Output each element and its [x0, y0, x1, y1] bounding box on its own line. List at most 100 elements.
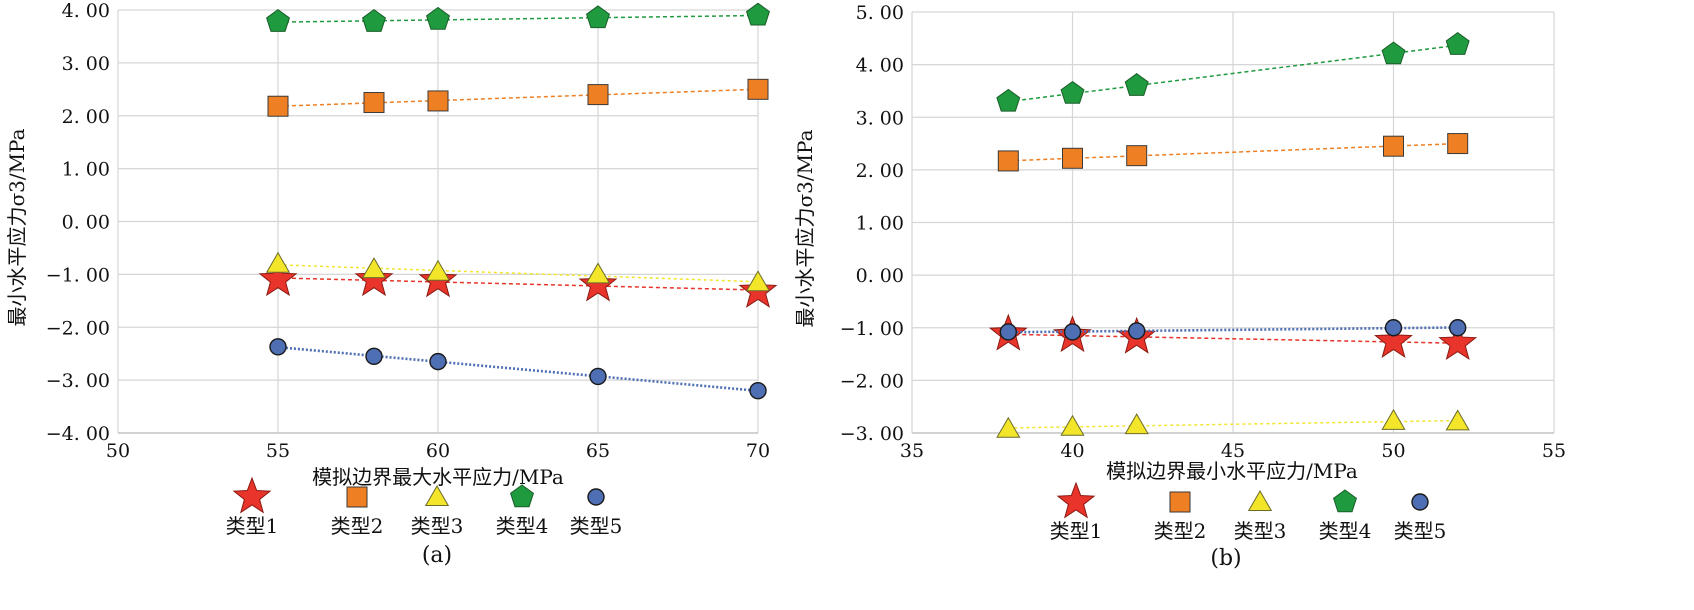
series-triangle [265, 251, 771, 292]
trend-line [1008, 326, 1458, 334]
legend-label: 类型4 [496, 514, 549, 538]
trend-line [277, 345, 759, 393]
legend-label: 类型2 [1154, 519, 1207, 543]
y-tick-label: 2. 00 [62, 106, 110, 128]
y-tick-label: 4. 00 [62, 0, 110, 22]
data-point-triangle [361, 257, 387, 279]
x-tick-label: 70 [746, 440, 770, 462]
data-point-triangle [1381, 408, 1406, 430]
legend-label: 类型2 [331, 514, 384, 538]
data-point-square [587, 84, 609, 106]
data-point-pentagon [996, 88, 1021, 112]
data-point-square [267, 95, 289, 117]
data-point-pentagon [746, 2, 770, 26]
trend-line [1008, 44, 1458, 103]
legend-label: 类型5 [1394, 519, 1447, 543]
data-point-star [258, 259, 298, 297]
data-point-triangle [745, 270, 771, 292]
trend-line [277, 264, 759, 283]
data-point-circle [999, 323, 1017, 341]
legend-marker-star [1056, 481, 1096, 519]
y-tick-label: 0. 00 [856, 265, 904, 287]
y-tick-label: 3. 00 [856, 107, 904, 129]
data-point-pentagon [362, 9, 386, 32]
panel-label: (a) [422, 543, 452, 568]
y-tick-label: 1. 00 [62, 159, 110, 181]
legend-marker-pentagon [510, 484, 534, 508]
x-tick-label: 65 [586, 440, 610, 462]
data-point-pentagon [1060, 80, 1085, 104]
series-circle [999, 319, 1467, 341]
data-point-triangle [265, 251, 291, 273]
data-point-triangle [1124, 413, 1149, 435]
legend-marker-square [1169, 491, 1191, 513]
legend-marker-triangle [424, 485, 450, 506]
data-point-square [427, 90, 449, 112]
legend-marker-star [232, 476, 272, 514]
data-point-square [363, 92, 385, 114]
y-tick-label: 3. 00 [62, 53, 110, 75]
y-tick-label: −2. 00 [46, 317, 110, 339]
legend-label: 类型3 [411, 514, 464, 538]
y-tick-label: −3. 00 [46, 370, 110, 392]
data-point-circle [1448, 319, 1467, 337]
legend-marker-triangle [1247, 490, 1273, 511]
data-point-circle [589, 367, 607, 386]
x-tick-label: 50 [1381, 440, 1405, 462]
legend-label: 类型4 [1319, 519, 1372, 543]
data-point-square [1383, 135, 1404, 157]
legend-label: 类型1 [1050, 519, 1103, 543]
data-point-star [1374, 321, 1413, 358]
x-tick-label: 55 [266, 440, 290, 462]
data-point-circle [749, 382, 767, 400]
trend-line [277, 277, 759, 291]
y-tick-label: 1. 00 [856, 213, 904, 235]
data-point-circle [1127, 322, 1146, 340]
data-point-circle [269, 338, 287, 356]
series-square [997, 133, 1469, 172]
x-tick-label: 45 [1221, 440, 1245, 462]
chart-panel-a: 50 55 60 65 70 4. 00 3. 00 2. 00 1. 00 0. 00 −1. 0… [5, 0, 778, 568]
panel-label: (b) [1210, 546, 1241, 571]
y-tick-label: 2. 00 [856, 160, 904, 182]
series-star [258, 259, 778, 308]
data-point-triangle [1060, 414, 1085, 436]
data-point-circle [1063, 323, 1082, 341]
x-axis-title: 模拟边界最小水平应力/MPa [1106, 459, 1358, 483]
series-pentagon [996, 32, 1470, 112]
data-point-triangle [585, 262, 611, 284]
data-point-pentagon [266, 9, 290, 32]
data-point-square [1447, 133, 1469, 155]
legend-marker-pentagon [1333, 489, 1357, 513]
x-tick-label: 50 [106, 440, 130, 462]
data-point-square [747, 78, 769, 100]
data-point-square [997, 150, 1019, 172]
data-point-pentagon [1124, 73, 1149, 96]
y-tick-label: −3. 00 [840, 423, 904, 445]
y-tick-label: 0. 00 [62, 212, 110, 234]
data-point-circle [365, 347, 383, 366]
data-point-star [1438, 323, 1478, 361]
legend-label: 类型5 [570, 514, 623, 538]
y-tick-label: −2. 00 [840, 370, 904, 392]
y-tick-label: 4. 00 [856, 55, 904, 77]
y-axis-title: 最小水平应力σ3/MPa [793, 129, 817, 327]
data-point-triangle [1445, 409, 1470, 431]
data-point-triangle [425, 259, 451, 281]
data-point-pentagon [1445, 32, 1470, 55]
x-tick-label: 55 [1542, 440, 1566, 462]
legend-marker-circle [587, 488, 605, 506]
data-point-pentagon [426, 6, 450, 30]
data-point-circle [429, 352, 447, 371]
series-triangle [996, 408, 1470, 438]
series-circle [269, 338, 767, 400]
data-point-pentagon [1381, 41, 1406, 65]
trend-line [277, 14, 759, 23]
x-tick-label: 40 [1060, 440, 1084, 462]
trend-line [1008, 142, 1458, 162]
y-axis-title: 最小水平应力σ3/MPa [5, 128, 29, 326]
legend-marker-square [346, 486, 368, 508]
legend: 类型1 类型2 类型3 类型4 类型5 [226, 476, 623, 538]
legend-label: 类型1 [226, 514, 279, 538]
